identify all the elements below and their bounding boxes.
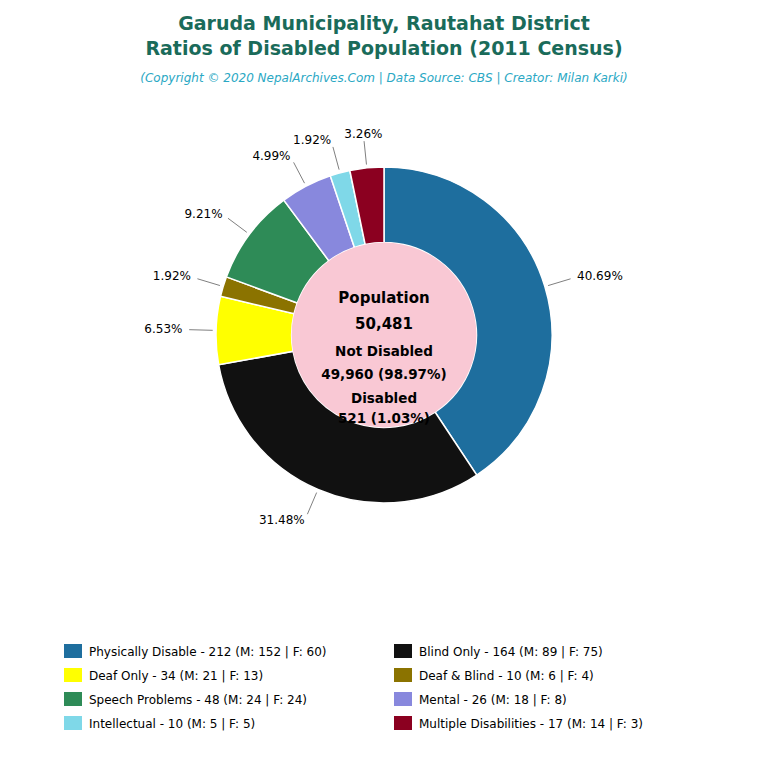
center-disc (292, 243, 477, 428)
data-label: 1.92% (153, 269, 191, 283)
legend-label: Speech Problems - 48 (M: 24 | F: 24) (89, 693, 307, 707)
leader-line (333, 147, 339, 170)
title: Garuda Municipality, Rautahat District (178, 12, 590, 34)
legend-label: Mental - 26 (M: 18 | F: 8) (419, 693, 567, 707)
legend-swatch (64, 668, 82, 682)
leader-line (548, 279, 571, 286)
legend-item: Speech Problems - 48 (M: 24 | F: 24) (64, 692, 307, 707)
legend-item: Blind Only - 164 (M: 89 | F: 75) (394, 644, 603, 659)
leader-line (197, 279, 220, 286)
data-label: 1.92% (293, 133, 331, 147)
data-label: 4.99% (252, 149, 290, 163)
slices (216, 167, 552, 503)
legend-swatch (64, 692, 82, 706)
legend-item: Deaf Only - 34 (M: 21 | F: 13) (64, 668, 263, 683)
leader-line (189, 329, 213, 331)
leader-line (307, 493, 316, 515)
title: Ratios of Disabled Population (2011 Cens… (145, 37, 622, 59)
legend-swatch (394, 716, 412, 730)
data-label: 31.48% (259, 513, 305, 527)
legend-swatch (64, 644, 82, 658)
leader-line (294, 162, 305, 183)
legend-label: Physically Disable - 212 (M: 152 | F: 60… (89, 645, 327, 659)
legend-item: Multiple Disabilities - 17 (M: 14 | F: 3… (394, 716, 643, 731)
data-label: 3.26% (344, 127, 382, 141)
slice (350, 167, 384, 245)
legend-item: Deaf & Blind - 10 (M: 6 | F: 4) (394, 668, 594, 683)
legend-item: Mental - 26 (M: 18 | F: 8) (394, 692, 567, 707)
legend-swatch (394, 692, 412, 706)
legend-item: Physically Disable - 212 (M: 152 | F: 60… (64, 644, 327, 659)
chart: Garuda Municipality, Rautahat District Ra… (0, 0, 768, 768)
center-text: 521 (1.03%) (338, 410, 430, 426)
data-label: 40.69% (577, 269, 623, 283)
legend-swatch (64, 716, 82, 730)
legend-swatch (394, 668, 412, 682)
leader-line (364, 141, 366, 164)
center-text: Not Disabled (335, 343, 433, 359)
center-text: 50,481 (355, 315, 413, 333)
leader-line (228, 218, 247, 232)
legend-label: Deaf Only - 34 (M: 21 | F: 13) (89, 669, 263, 683)
subtitle: (Copyright © 2020 NepalArchives.Com | Da… (140, 71, 627, 85)
legend-item: Intellectual - 10 (M: 5 | F: 5) (64, 716, 255, 731)
center-text: Disabled (351, 390, 417, 406)
legend-label: Intellectual - 10 (M: 5 | F: 5) (89, 717, 255, 731)
data-labels: 40.69%31.48%6.53%1.92%9.21%4.99%1.92%3.2… (144, 127, 622, 527)
center-text: Population (338, 289, 429, 307)
slice (219, 351, 477, 503)
legend-label: Multiple Disabilities - 17 (M: 14 | F: 3… (419, 717, 643, 731)
legend: Physically Disable - 212 (M: 152 | F: 60… (64, 644, 643, 731)
center-text: 49,960 (98.97%) (321, 366, 446, 382)
data-label: 9.21% (184, 207, 222, 221)
donut: Population 50,481 Not Disabled 49,960 (98.9… (144, 127, 622, 527)
legend-label: Blind Only - 164 (M: 89 | F: 75) (419, 645, 603, 659)
legend-swatch (394, 644, 412, 658)
data-label: 6.53% (144, 322, 182, 336)
legend-label: Deaf & Blind - 10 (M: 6 | F: 4) (419, 669, 594, 683)
